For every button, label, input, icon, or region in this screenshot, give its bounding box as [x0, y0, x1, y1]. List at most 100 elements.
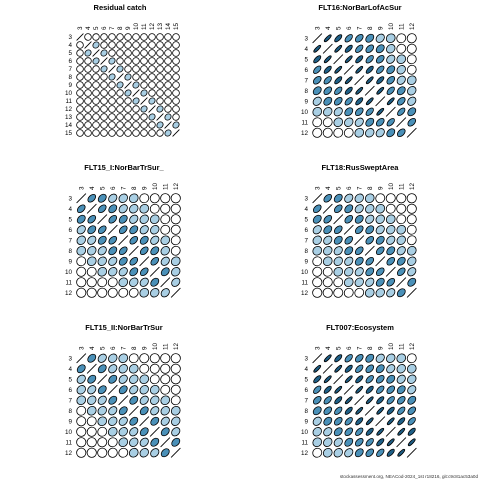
correlation-ellipse	[334, 34, 343, 43]
correlation-ellipse	[129, 437, 139, 447]
correlation-ellipse	[139, 287, 150, 298]
correlation-ellipse	[84, 49, 92, 57]
correlation-ellipse	[170, 256, 181, 267]
correlation-ellipse	[108, 246, 118, 256]
correlation-ellipse	[139, 385, 149, 395]
correlation-ellipse	[140, 81, 148, 89]
row-tick-label: 4	[304, 206, 308, 213]
correlation-ellipse	[313, 55, 322, 64]
correlation-ellipse	[156, 65, 164, 73]
correlation-ellipse	[365, 427, 374, 436]
correlation-ellipse	[86, 405, 97, 416]
correlation-ellipse	[172, 97, 180, 105]
correlation-ellipse	[344, 97, 353, 106]
correlation-ellipse	[407, 86, 417, 96]
correlation-ellipse	[323, 437, 333, 447]
correlation-ellipse	[116, 121, 124, 129]
correlation-ellipse	[148, 73, 156, 81]
correlation-ellipse	[386, 225, 396, 235]
diagonal-mark	[385, 106, 396, 117]
correlation-ellipse	[97, 416, 108, 427]
correlation-ellipse	[385, 193, 396, 204]
correlation-ellipse	[355, 385, 364, 394]
correlation-ellipse	[118, 353, 129, 364]
correlation-ellipse	[344, 204, 354, 214]
correlation-ellipse	[92, 33, 100, 41]
correlation-ellipse	[313, 65, 322, 74]
column-tick-label: 3	[78, 346, 85, 350]
correlation-ellipse	[365, 267, 375, 277]
correlation-ellipse	[124, 121, 132, 129]
correlation-ellipse	[170, 235, 181, 246]
correlation-ellipse	[156, 129, 164, 137]
correlation-ellipse	[323, 406, 333, 416]
correlation-ellipse	[312, 437, 323, 448]
correlation-ellipse	[172, 41, 180, 49]
column-tick-label: 7	[109, 26, 116, 30]
correlation-ellipse	[124, 41, 132, 49]
correlation-ellipse	[354, 193, 364, 203]
correlation-ellipse	[365, 76, 374, 85]
correlation-ellipse	[76, 89, 84, 97]
correlation-ellipse	[407, 406, 417, 416]
row-tick-label: 12	[301, 290, 309, 297]
correlation-ellipse	[375, 128, 385, 138]
column-tick-label: 10	[133, 22, 140, 30]
correlation-ellipse	[139, 363, 150, 374]
correlation-ellipse	[386, 235, 396, 245]
correlation-ellipse	[344, 375, 353, 384]
column-tick-label: 3	[314, 186, 321, 190]
correlation-ellipse	[139, 235, 149, 245]
correlation-ellipse	[365, 65, 374, 74]
correlation-ellipse	[87, 395, 97, 405]
correlation-ellipse	[396, 267, 406, 277]
correlation-ellipse	[333, 427, 343, 437]
correlation-ellipse	[128, 193, 139, 204]
correlation-ellipse	[344, 364, 353, 373]
correlation-ellipse	[355, 427, 364, 436]
diagonal-mark	[333, 214, 344, 225]
column-tick-label: 10	[388, 182, 395, 190]
correlation-ellipse	[97, 426, 108, 437]
correlation-ellipse	[170, 245, 181, 256]
correlation-ellipse	[129, 204, 139, 214]
correlation-ellipse	[354, 277, 364, 287]
correlation-ellipse	[87, 385, 97, 395]
correlation-ellipse	[86, 416, 97, 427]
correlation-ellipse	[313, 385, 322, 394]
correlation-ellipse	[376, 438, 385, 447]
correlation-ellipse	[100, 49, 108, 57]
correlation-ellipse	[160, 384, 171, 395]
correlation-ellipse	[344, 193, 354, 203]
correlation-ellipse	[385, 203, 396, 214]
correlation-ellipse	[76, 235, 86, 245]
column-tick-label: 7	[120, 346, 127, 350]
row-tick-label: 7	[304, 397, 308, 404]
correlation-ellipse	[139, 374, 150, 385]
correlation-ellipse	[107, 287, 118, 298]
correlation-ellipse	[364, 287, 375, 298]
row-tick-label: 3	[68, 355, 72, 362]
row-tick-label: 4	[68, 42, 72, 49]
diagonal-mark	[139, 256, 150, 267]
column-tick-label: 10	[388, 22, 395, 30]
correlation-ellipse	[334, 385, 343, 394]
correlation-ellipse	[365, 117, 375, 127]
correlation-ellipse	[76, 395, 87, 406]
panel-title: FLT007:Ecosystem	[326, 323, 394, 332]
correlation-ellipse	[386, 256, 396, 266]
correlation-ellipse	[375, 288, 385, 298]
correlation-ellipse	[172, 81, 180, 89]
diagonal-mark	[108, 65, 116, 73]
correlation-ellipse	[108, 33, 116, 41]
correlation-ellipse	[376, 448, 385, 457]
correlation-ellipse	[87, 246, 97, 256]
correlation-ellipse	[150, 406, 160, 416]
diagonal-mark	[375, 96, 386, 107]
row-tick-label: 4	[304, 366, 308, 373]
correlation-ellipse	[149, 363, 160, 374]
diagonal-mark	[172, 129, 180, 137]
correlation-ellipse	[118, 406, 128, 416]
correlation-ellipse	[118, 364, 128, 374]
correlation-ellipse	[97, 225, 107, 235]
